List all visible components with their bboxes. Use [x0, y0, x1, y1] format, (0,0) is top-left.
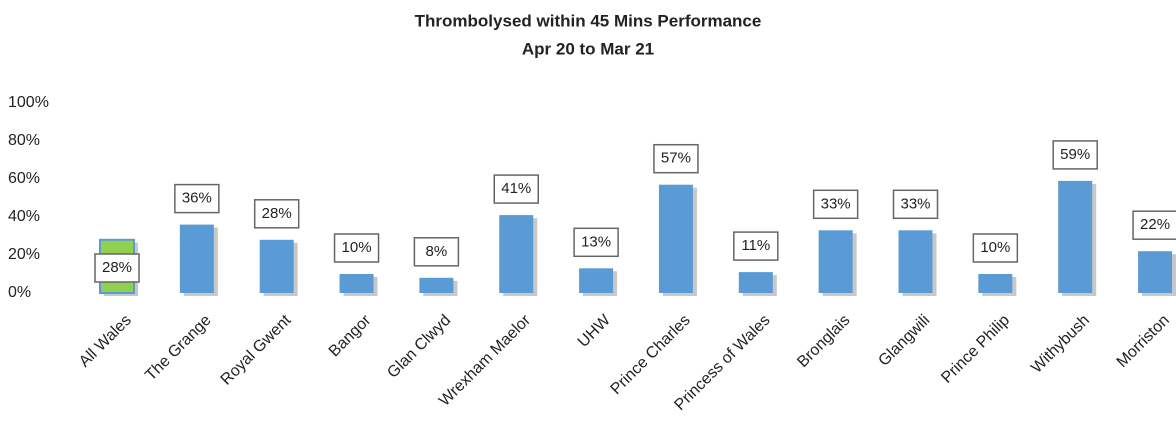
value-label-box	[733, 231, 779, 261]
value-label: 11%	[741, 237, 770, 254]
value-label: 28%	[102, 259, 132, 276]
bar	[898, 230, 933, 293]
bar	[818, 230, 853, 293]
chart-title: Thrombolysed within 45 Mins Performance	[415, 11, 762, 30]
bar	[738, 272, 773, 293]
bar	[1058, 180, 1093, 293]
y-tick-label: 100%	[8, 94, 49, 111]
x-tick-label: Glan Clwyd	[384, 312, 454, 382]
value-label: 10%	[980, 239, 1010, 256]
value-label: 36%	[182, 190, 212, 207]
x-tick-label: Glangwili	[875, 312, 933, 370]
value-label-box	[174, 183, 220, 214]
bar	[658, 184, 693, 293]
bar	[179, 224, 214, 293]
value-label: 10%	[342, 239, 372, 256]
bar	[1138, 251, 1173, 293]
x-tick-label: Prince Philip	[938, 312, 1013, 387]
value-label-box	[812, 189, 859, 220]
x-tick-label: The Grange	[142, 312, 214, 384]
value-label-box	[333, 233, 380, 263]
bar	[978, 274, 1013, 293]
value-label-box	[1132, 210, 1176, 240]
value-label: 22%	[1140, 216, 1170, 233]
value-label-box	[653, 143, 699, 174]
bar	[339, 274, 374, 293]
x-tick-label: UHW	[575, 311, 615, 351]
value-label: 13%	[581, 233, 611, 250]
y-tick-label: 60%	[8, 170, 40, 187]
value-label: 28%	[262, 205, 292, 222]
value-label-box	[493, 174, 539, 204]
bar	[499, 215, 534, 293]
value-label-box	[413, 237, 460, 267]
value-label-box	[573, 227, 619, 258]
value-label: 59%	[1060, 146, 1090, 163]
x-tick-label: Morriston	[1114, 312, 1173, 371]
x-tick-label: Prince Charles	[608, 312, 694, 398]
value-label: 33%	[900, 195, 930, 212]
y-tick-label: 0%	[8, 284, 31, 301]
x-tick-label: Bronglais	[794, 312, 853, 371]
value-label: 8%	[426, 243, 448, 260]
y-tick-label: 20%	[8, 246, 40, 263]
value-label: 33%	[821, 195, 851, 212]
value-label-box	[1052, 140, 1098, 170]
value-label: 41%	[501, 180, 531, 197]
value-label-box	[892, 189, 939, 220]
value-label: 57%	[661, 150, 691, 167]
bar	[579, 268, 614, 293]
y-tick-label: 80%	[8, 132, 40, 149]
value-label-box	[94, 253, 140, 283]
y-tick-label: 40%	[8, 208, 40, 225]
bar	[259, 239, 294, 293]
x-tick-label: Royal Gwent	[218, 311, 295, 388]
value-label-box	[972, 233, 1019, 263]
x-tick-label: Bangor	[326, 311, 375, 360]
chart-subtitle: Apr 20 to Mar 21	[522, 39, 654, 58]
x-tick-label: All Wales	[76, 312, 135, 371]
value-label-box	[253, 199, 300, 229]
bar	[419, 277, 454, 293]
x-tick-label: Withybush	[1028, 312, 1093, 377]
